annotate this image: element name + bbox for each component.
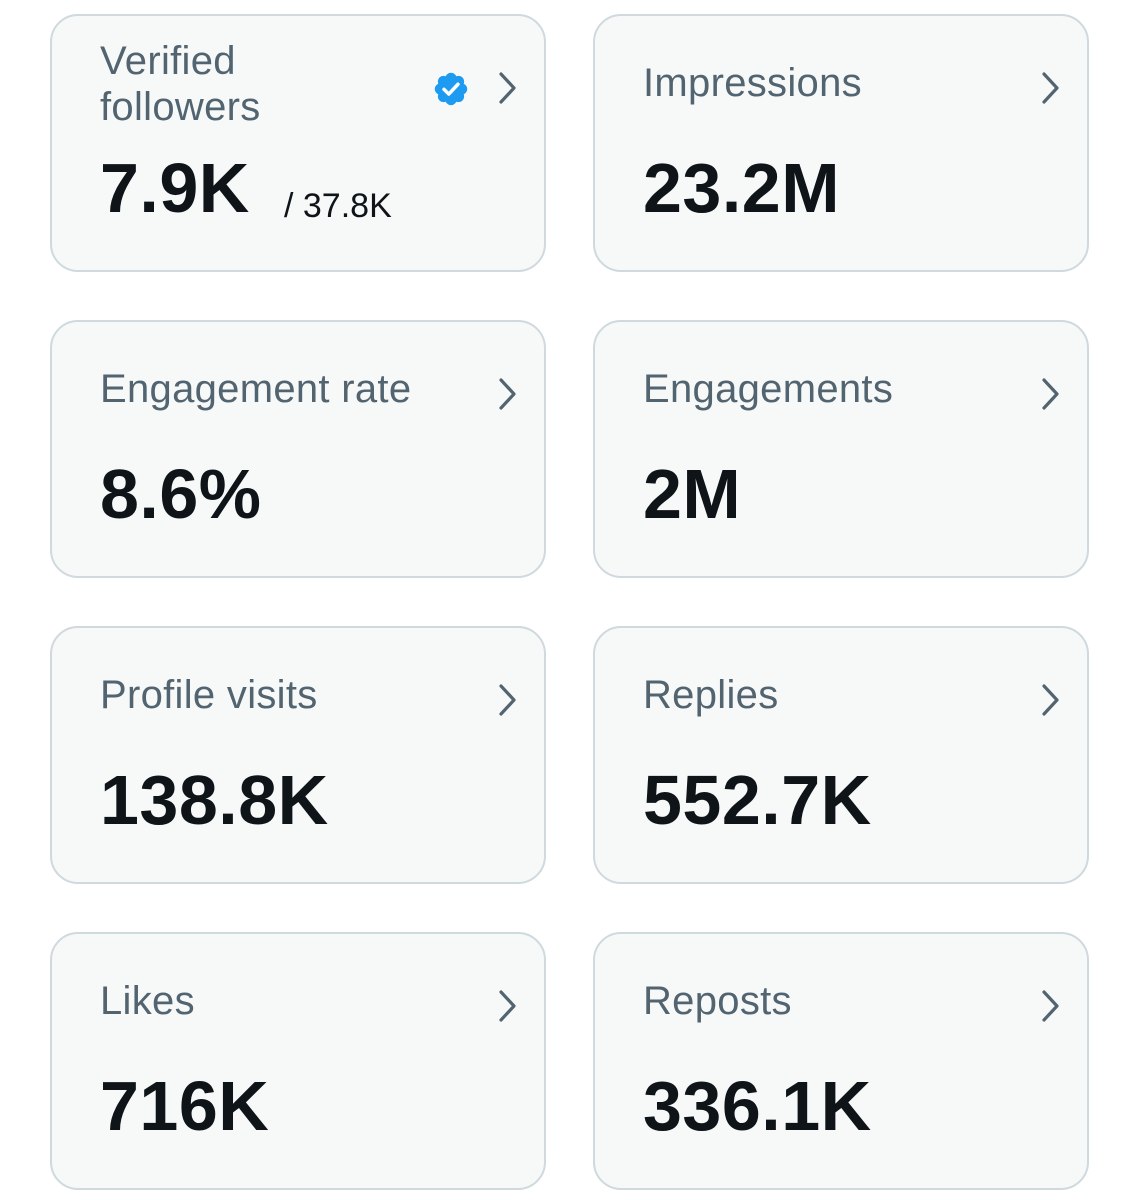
card-label: Engagements	[643, 367, 894, 411]
chevron-right-icon	[499, 990, 516, 1022]
card-label: Engagement rate	[100, 367, 412, 411]
chevron-right-icon	[499, 378, 516, 410]
card-label: Likes	[100, 979, 195, 1023]
card-value: 336.1K	[643, 1067, 872, 1145]
chevron-right-icon	[1042, 378, 1059, 410]
card-label: Replies	[643, 673, 779, 717]
card-value: 8.6%	[100, 455, 262, 533]
chevron-right-icon	[499, 72, 516, 104]
card-value: 138.8K	[100, 761, 329, 839]
stat-card-replies[interactable]: Replies 552.7K	[593, 626, 1089, 884]
stat-card-profile-visits[interactable]: Profile visits 138.8K	[50, 626, 546, 884]
stat-card-reposts[interactable]: Reposts 336.1K	[593, 932, 1089, 1190]
card-value: 552.7K	[643, 761, 872, 839]
chevron-right-icon	[499, 684, 516, 716]
card-value: 7.9K	[100, 149, 250, 227]
card-total: / 37.8K	[284, 187, 392, 225]
card-label: Reposts	[643, 979, 792, 1023]
chevron-right-icon	[1042, 72, 1059, 104]
chevron-right-icon	[1042, 990, 1059, 1022]
stat-card-impressions[interactable]: Impressions 23.2M	[593, 14, 1089, 272]
verified-badge-icon	[434, 72, 468, 106]
stat-card-engagements[interactable]: Engagements 2M	[593, 320, 1089, 578]
stat-card-verified-followers[interactable]: Verified followers 7.9K / 37.8K	[50, 14, 546, 272]
chevron-right-icon	[1042, 684, 1059, 716]
card-value: 23.2M	[643, 149, 841, 227]
card-value: 716K	[100, 1067, 270, 1145]
stat-card-engagement-rate[interactable]: Engagement rate 8.6%	[50, 320, 546, 578]
card-value: 2M	[643, 455, 742, 533]
stat-card-likes[interactable]: Likes 716K	[50, 932, 546, 1190]
card-label: Verified followers	[100, 39, 261, 129]
card-label: Impressions	[643, 61, 862, 105]
card-label: Profile visits	[100, 673, 318, 717]
